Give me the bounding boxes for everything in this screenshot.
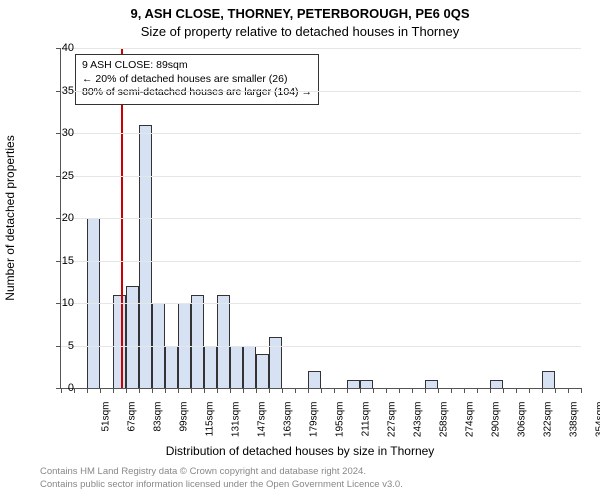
- bar: [425, 380, 438, 389]
- x-tick-label: 322sqm: [543, 402, 554, 452]
- footer-line-2: Contains public sector information licen…: [40, 479, 590, 490]
- bar: [113, 295, 126, 389]
- bar: [243, 346, 256, 389]
- annotation-line3: 80% of semi-detached houses are larger (…: [82, 86, 312, 100]
- gridline: [61, 218, 581, 219]
- bar: [347, 380, 360, 389]
- annotation-box: 9 ASH CLOSE: 89sqm ← 20% of detached hou…: [75, 54, 319, 105]
- gridline: [61, 91, 581, 92]
- gridline: [61, 346, 581, 347]
- bar: [139, 125, 152, 389]
- x-tick-label: 51sqm: [101, 402, 112, 452]
- bar: [204, 346, 217, 389]
- bar: [490, 380, 503, 389]
- chart-container: 9, ASH CLOSE, THORNEY, PETERBOROUGH, PE6…: [0, 0, 600, 500]
- bar: [542, 371, 555, 388]
- annotation-line1: 9 ASH CLOSE: 89sqm: [82, 59, 312, 73]
- x-tick-label: 67sqm: [127, 402, 138, 452]
- y-tick-label: 20: [62, 212, 74, 224]
- y-tick-label: 10: [62, 297, 74, 309]
- y-tick-label: 15: [62, 255, 74, 267]
- bar: [230, 346, 243, 389]
- x-tick-label: 243sqm: [413, 402, 424, 452]
- y-tick-label: 40: [62, 42, 74, 54]
- x-tick-label: 211sqm: [361, 402, 372, 452]
- plot-area: 9 ASH CLOSE: 89sqm ← 20% of detached hou…: [60, 48, 581, 389]
- x-tick-label: 306sqm: [517, 402, 528, 452]
- x-tick-label: 115sqm: [205, 402, 216, 452]
- chart-title-main: 9, ASH CLOSE, THORNEY, PETERBOROUGH, PE6…: [0, 6, 600, 21]
- y-tick-label: 5: [68, 340, 74, 352]
- y-tick-label: 25: [62, 170, 74, 182]
- x-tick-label: 179sqm: [309, 402, 320, 452]
- x-tick-label: 83sqm: [153, 402, 164, 452]
- x-tick-label: 354sqm: [595, 402, 600, 452]
- chart-title-sub: Size of property relative to detached ho…: [0, 24, 600, 39]
- x-tick-label: 227sqm: [387, 402, 398, 452]
- bar: [308, 371, 321, 388]
- x-tick-label: 338sqm: [569, 402, 580, 452]
- y-tick-label: 30: [62, 127, 74, 139]
- x-tick-label: 195sqm: [335, 402, 346, 452]
- x-tick-label: 258sqm: [439, 402, 450, 452]
- gridline: [61, 48, 581, 49]
- x-tick-label: 131sqm: [231, 402, 242, 452]
- y-axis-label: Number of detached properties: [3, 135, 17, 300]
- bar: [191, 295, 204, 389]
- gridline: [61, 303, 581, 304]
- x-tick-label: 99sqm: [179, 402, 190, 452]
- bar: [256, 354, 269, 388]
- gridline: [61, 176, 581, 177]
- bar: [165, 346, 178, 389]
- bar: [360, 380, 373, 389]
- bar: [217, 295, 230, 389]
- annotation-line2: ← 20% of detached houses are smaller (26…: [82, 73, 312, 87]
- bar: [126, 286, 139, 388]
- x-tick-label: 163sqm: [283, 402, 294, 452]
- gridline: [61, 261, 581, 262]
- x-tick-label: 274sqm: [465, 402, 476, 452]
- y-tick-label: 35: [62, 85, 74, 97]
- x-axis-label: Distribution of detached houses by size …: [0, 444, 600, 458]
- footer-line-1: Contains HM Land Registry data © Crown c…: [40, 466, 590, 477]
- x-tick-label: 147sqm: [257, 402, 268, 452]
- x-tick-label: 290sqm: [491, 402, 502, 452]
- y-tick-label: 0: [68, 382, 74, 394]
- gridline: [61, 133, 581, 134]
